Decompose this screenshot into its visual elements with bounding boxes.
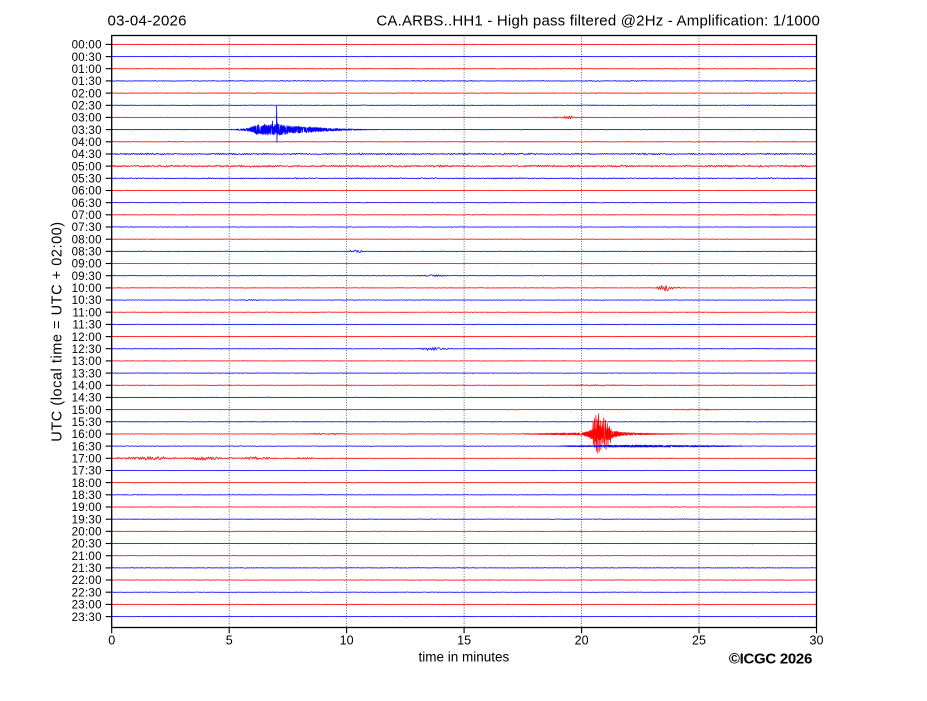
svg-text:12:30: 12:30	[72, 344, 102, 356]
svg-text:22:30: 22:30	[72, 587, 102, 599]
svg-text:5: 5	[226, 633, 233, 647]
svg-text:15:30: 15:30	[72, 417, 102, 429]
svg-text:10: 10	[340, 633, 354, 647]
svg-text:20:00: 20:00	[72, 527, 102, 539]
svg-text:08:30: 08:30	[72, 247, 102, 259]
svg-text:11:30: 11:30	[72, 320, 101, 332]
svg-text:10:30: 10:30	[72, 295, 102, 307]
svg-text:0: 0	[108, 633, 115, 647]
svg-text:16:30: 16:30	[72, 441, 102, 453]
svg-text:04:30: 04:30	[72, 149, 102, 161]
svg-text:18:30: 18:30	[72, 490, 102, 502]
svg-text:17:30: 17:30	[72, 466, 102, 478]
svg-text:21:30: 21:30	[72, 563, 102, 575]
svg-text:18:00: 18:00	[72, 478, 102, 490]
svg-text:01:00: 01:00	[72, 64, 102, 76]
svg-text:10:00: 10:00	[72, 283, 102, 295]
svg-text:19:30: 19:30	[72, 514, 102, 526]
svg-text:©ICGC 2026: ©ICGC 2026	[729, 651, 812, 668]
svg-text:06:30: 06:30	[72, 198, 102, 210]
svg-text:05:00: 05:00	[72, 161, 102, 173]
svg-text:17:00: 17:00	[72, 454, 102, 466]
svg-text:08:00: 08:00	[72, 234, 102, 246]
svg-text:30: 30	[810, 633, 824, 647]
svg-text:02:30: 02:30	[72, 101, 102, 113]
svg-text:23:00: 23:00	[72, 600, 102, 612]
svg-text:05:30: 05:30	[72, 174, 102, 186]
svg-text:07:00: 07:00	[72, 210, 102, 222]
svg-text:13:30: 13:30	[72, 368, 102, 380]
svg-text:13:00: 13:00	[72, 356, 102, 368]
svg-text:04:00: 04:00	[72, 137, 102, 149]
svg-text:20:30: 20:30	[72, 539, 102, 551]
svg-text:20: 20	[575, 633, 589, 647]
svg-text:14:30: 14:30	[72, 393, 102, 405]
svg-text:23:30: 23:30	[72, 612, 102, 624]
svg-text:UTC (local time = UTC + 02:00): UTC (local time = UTC + 02:00)	[50, 221, 66, 441]
svg-text:16:00: 16:00	[72, 429, 102, 441]
svg-text:14:00: 14:00	[72, 381, 102, 393]
svg-text:22:00: 22:00	[72, 575, 102, 587]
svg-text:09:00: 09:00	[72, 259, 102, 271]
svg-text:time in minutes: time in minutes	[419, 650, 510, 665]
svg-text:06:00: 06:00	[72, 186, 102, 198]
svg-text:03-04-2026: 03-04-2026	[108, 12, 187, 29]
svg-text:03:30: 03:30	[72, 125, 102, 137]
svg-text:00:00: 00:00	[72, 40, 102, 52]
svg-text:19:00: 19:00	[72, 502, 102, 514]
svg-text:03:00: 03:00	[72, 113, 102, 125]
svg-text:02:00: 02:00	[72, 88, 102, 100]
svg-text:01:30: 01:30	[72, 76, 102, 88]
svg-text:25: 25	[692, 633, 706, 647]
svg-text:15:00: 15:00	[72, 405, 102, 417]
svg-text:11:00: 11:00	[72, 307, 101, 319]
svg-text:09:30: 09:30	[72, 271, 102, 283]
svg-text:00:30: 00:30	[72, 52, 102, 64]
svg-text:07:30: 07:30	[72, 222, 102, 234]
svg-text:21:00: 21:00	[72, 551, 102, 563]
svg-text:CA.ARBS..HH1 - High pass filte: CA.ARBS..HH1 - High pass filtered @2Hz -…	[376, 12, 820, 29]
svg-text:15: 15	[457, 633, 471, 647]
svg-text:12:00: 12:00	[72, 332, 102, 344]
